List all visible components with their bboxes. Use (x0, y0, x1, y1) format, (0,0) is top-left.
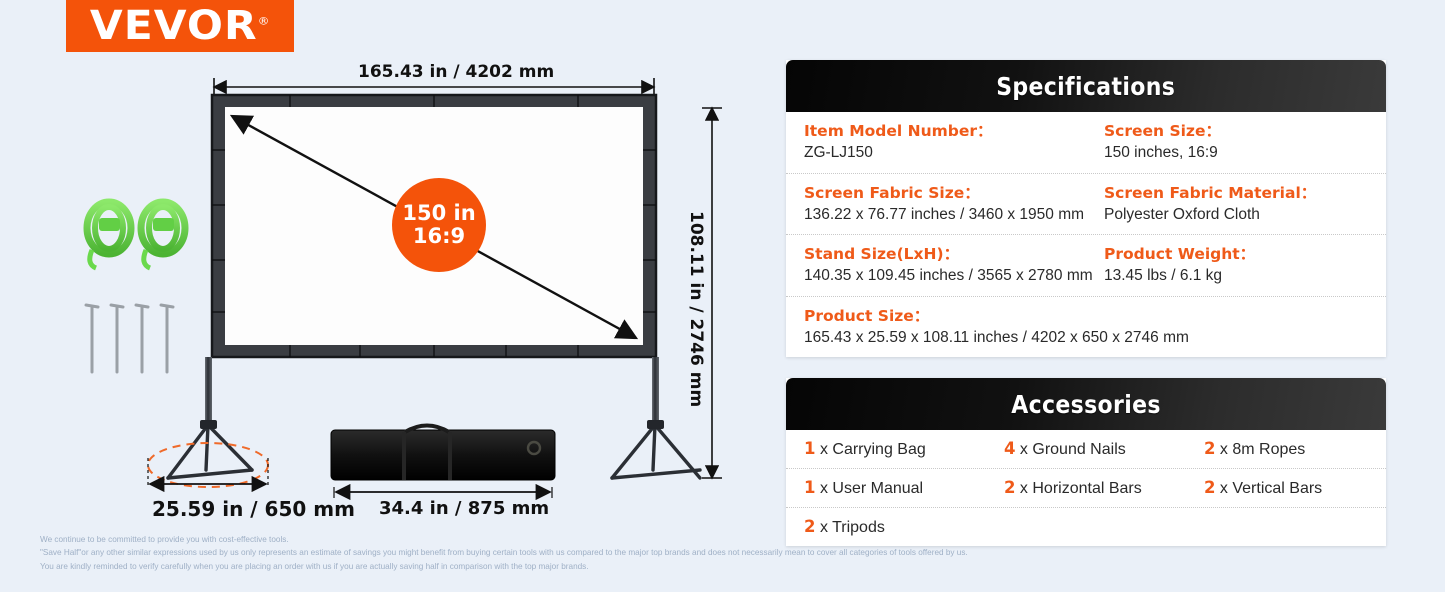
accessory-name: x Horizontal Bars (1019, 480, 1142, 497)
accessory-name: x User Manual (819, 480, 924, 497)
badge-ratio: 16:9 (412, 224, 466, 248)
spec-label: Screen Size： (1104, 122, 1221, 140)
spec-label: Product Size： (804, 306, 930, 325)
specifications-panel: Specifications Item Model Number： ZG-LJ1… (786, 60, 1386, 358)
rope-coil-left (83, 198, 135, 271)
spec-item-model-number: Item Model Number： ZG-LJ150 (786, 112, 1086, 173)
spec-screen-fabric-material: Screen Fabric Material： Polyester Oxford… (1086, 174, 1386, 235)
registered-trademark-icon: ® (257, 14, 271, 28)
dimension-height-label: 108.11 in / 2746 mm (686, 211, 706, 408)
accessory-name: x 8m Ropes (1219, 441, 1306, 458)
dimension-width-label: 165.43 in / 4202 mm (358, 62, 555, 82)
accessory-horizontal-bars: 2 x Horizontal Bars (986, 469, 1186, 507)
accessories-header: Accessories (786, 378, 1386, 430)
table-row: Screen Fabric Size： 136.22 x 76.77 inche… (786, 174, 1386, 236)
accessory-ground-nails: 4 x Ground Nails (986, 430, 1186, 468)
table-row: Product Size： 165.43 x 25.59 x 108.11 in… (786, 297, 1386, 358)
spec-value: 140.35 x 109.45 inches / 3565 x 2780 mm (804, 267, 1093, 285)
spec-stand-size: Stand Size(LxH)： 140.35 x 109.45 inches … (786, 235, 1093, 296)
badge-size: 150 in (402, 201, 476, 226)
accessory-qty: 2 (1203, 439, 1216, 458)
spec-label: Item Model Number： (804, 122, 993, 140)
accessories-panel: Accessories 1 x Carrying Bag 4 x Ground … (786, 378, 1386, 546)
accessory-tripods: 2 x Tripods (786, 508, 986, 546)
spec-label: Screen Fabric Size： (804, 183, 980, 202)
spec-product-weight: Product Weight： 13.45 lbs / 6.1 kg (1086, 235, 1386, 296)
spec-screen-size: Screen Size： 150 inches, 16:9 (1086, 112, 1386, 173)
disclaimer-line-1: We continue to be committed to provide y… (40, 535, 289, 544)
spec-label: Screen Fabric Material： (1104, 183, 1317, 202)
accessory-name: x Carrying Bag (819, 441, 926, 458)
spec-value: ZG-LJ150 (804, 143, 873, 161)
specifications-title: Specifications (996, 71, 1176, 101)
dimension-bag-label: 34.4 in / 875 mm (379, 498, 550, 519)
accessory-qty: 1 (804, 478, 816, 497)
accessory-qty: 2 (1003, 478, 1016, 497)
specifications-table: Item Model Number： ZG-LJ150 Screen Size：… (786, 112, 1386, 357)
dimension-base-label: 25.59 in / 650 mm (152, 497, 355, 521)
screen-size-badge: 150 in 16:9 (392, 178, 486, 272)
spec-product-size: Product Size： 165.43 x 25.59 x 108.11 in… (786, 297, 1386, 358)
accessory-qty: 4 (1003, 439, 1016, 458)
specifications-header: Specifications (786, 60, 1386, 112)
spec-value: 165.43 x 25.59 x 108.11 inches / 4202 x … (804, 328, 1189, 346)
accessory-ropes: 2 x 8m Ropes (1186, 430, 1386, 468)
disclaimer: We continue to be committed to provide y… (40, 533, 968, 573)
spec-value: 136.22 x 76.77 inches / 3460 x 1950 mm (804, 205, 1085, 223)
table-row: 2 x Tripods (786, 508, 1386, 546)
accessory-name: x Tripods (819, 519, 885, 536)
accessory-qty: 2 (1203, 478, 1216, 497)
spec-value: 150 inches, 16:9 (1104, 143, 1218, 161)
spec-label: Product Weight： (1104, 245, 1256, 264)
spec-value: 13.45 lbs / 6.1 kg (1104, 267, 1223, 285)
accessories-table: 1 x Carrying Bag 4 x Ground Nails 2 x 8m… (786, 430, 1386, 546)
table-row: 1 x User Manual 2 x Horizontal Bars 2 x … (786, 469, 1386, 508)
accessory-carrying-bag: 1 x Carrying Bag (786, 430, 986, 468)
accessory-vertical-bars: 2 x Vertical Bars (1186, 469, 1386, 507)
accessory-qty: 2 (804, 517, 816, 536)
table-row: Stand Size(LxH)： 140.35 x 109.45 inches … (786, 235, 1386, 297)
disclaimer-line-3: You are kindly reminded to verify carefu… (40, 561, 589, 571)
accessory-name: x Ground Nails (1019, 441, 1126, 458)
accessory-name: x Vertical Bars (1219, 480, 1323, 497)
table-row: 1 x Carrying Bag 4 x Ground Nails 2 x 8m… (786, 430, 1386, 469)
product-illustration: 150 in 16:9 165.43 in / 4202 mm 108.11 i… (0, 0, 770, 540)
brand-wordmark: VEVOR® (89, 3, 271, 49)
accessory-user-manual: 1 x User Manual (786, 469, 986, 507)
spec-label: Stand Size(LxH)： (804, 245, 960, 264)
accessory-qty: 1 (804, 439, 816, 458)
accessory-empty-cell (1186, 508, 1386, 546)
accessory-empty-cell (986, 508, 1186, 546)
accessories-title: Accessories (1011, 389, 1161, 419)
rope-coil-right (137, 198, 189, 271)
spec-value: Polyester Oxford Cloth (1104, 205, 1260, 223)
disclaimer-line-2: "Save Half"or any other similar expressi… (40, 548, 968, 558)
spec-screen-fabric-size: Screen Fabric Size： 136.22 x 76.77 inche… (786, 174, 1086, 235)
vevor-logo: VEVOR® (66, 0, 294, 52)
table-row: Item Model Number： ZG-LJ150 Screen Size：… (786, 112, 1386, 174)
